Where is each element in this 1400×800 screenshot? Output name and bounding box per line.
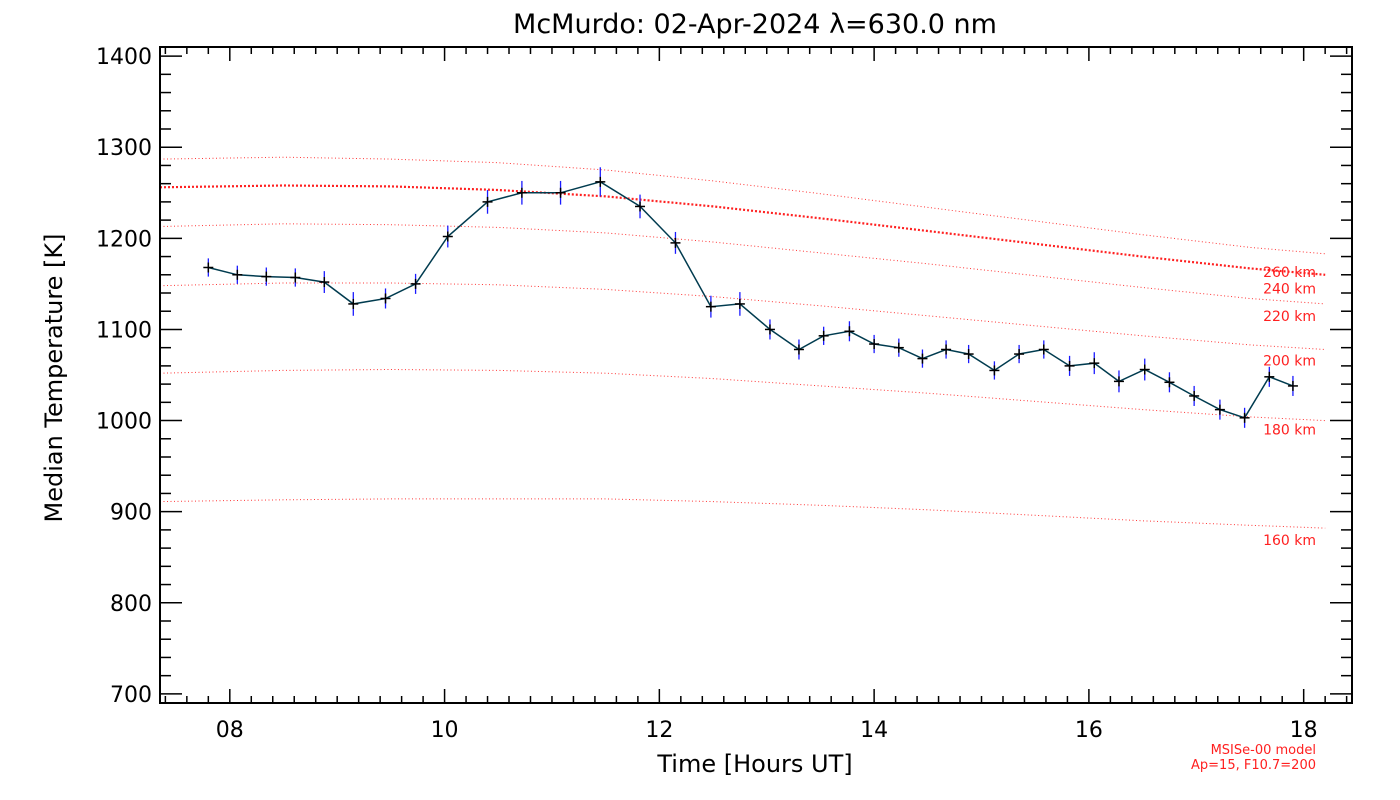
data-point — [1139, 364, 1150, 375]
x-tick-label: 08 — [216, 718, 244, 743]
data-point — [595, 176, 606, 187]
y-tick-label: 1100 — [96, 318, 152, 343]
data-point — [941, 344, 952, 355]
data-point — [705, 301, 716, 312]
y-tick-label: 1400 — [96, 45, 152, 70]
y-tick-label: 800 — [110, 592, 152, 617]
model-label-180km: 180 km — [1263, 423, 1316, 439]
x-tick-label: 18 — [1290, 718, 1318, 743]
data-point — [555, 187, 566, 198]
y-tick-label: 1000 — [96, 410, 152, 435]
data-point — [1239, 412, 1250, 423]
model-lines — [159, 156, 1326, 529]
data-point — [410, 278, 421, 289]
model-label-200km: 200 km — [1263, 353, 1316, 369]
data-point — [1189, 390, 1200, 401]
model-note-line-2: Ap=15, F10.7=200 — [1191, 758, 1316, 773]
model-line-180km — [159, 368, 1326, 422]
data-point — [1214, 404, 1225, 415]
data-point — [1164, 377, 1175, 388]
data-point — [764, 324, 775, 335]
model-line-260km — [159, 156, 1326, 255]
x-tick-label: 16 — [1075, 718, 1103, 743]
data-point — [380, 293, 391, 304]
y-tick-label: 900 — [110, 501, 152, 526]
y-tick-label: 1200 — [96, 227, 152, 252]
model-label-240km: 240 km — [1263, 281, 1316, 297]
model-label-160km: 160 km — [1263, 533, 1316, 549]
data-point — [319, 277, 330, 288]
data-point — [989, 365, 1000, 376]
axes: 08 10 12 14 16 18 700 800 900 1000 1100 1200 1300 140… — [96, 45, 1353, 743]
data-point — [232, 269, 243, 280]
data-point — [893, 342, 904, 353]
chart-title: McMurdo: 02-Apr-2024 λ=630.0 nm — [513, 9, 997, 40]
model-label-220km: 220 km — [1263, 309, 1316, 325]
data-point — [917, 353, 928, 364]
data-point — [516, 187, 527, 198]
data-point — [635, 201, 646, 212]
x-tick-label: 10 — [431, 718, 459, 743]
data-point — [1089, 358, 1100, 369]
data-point — [261, 271, 272, 282]
model-note-line-1: MSISe-00 model — [1211, 743, 1316, 758]
data-point — [1038, 344, 1049, 355]
y-tick-label: 1300 — [96, 136, 152, 161]
y-axis-label: Median Temperature [K] — [40, 233, 68, 522]
data-series — [203, 167, 1298, 428]
data-point — [348, 298, 359, 309]
data-point — [734, 298, 745, 309]
data-point — [793, 344, 804, 355]
data-point — [203, 262, 214, 273]
x-tick-label: 12 — [645, 718, 673, 743]
data-point — [290, 272, 301, 283]
model-line-160km — [159, 498, 1326, 529]
x-tick-label: 14 — [860, 718, 888, 743]
data-point — [963, 349, 974, 360]
y-tick-label: 700 — [110, 683, 152, 708]
model-line-200km — [159, 282, 1326, 350]
data-point — [1064, 360, 1075, 371]
data-point — [869, 339, 880, 350]
series-line — [208, 180, 1294, 419]
model-label-260km: 260 km — [1263, 265, 1316, 281]
x-axis-label: Time [Hours UT] — [656, 750, 852, 778]
data-point — [844, 326, 855, 337]
data-point — [1264, 371, 1275, 382]
data-point — [1287, 380, 1298, 391]
data-point — [442, 231, 453, 242]
data-point — [1014, 349, 1025, 360]
data-point — [670, 237, 681, 248]
model-line-240km — [159, 184, 1326, 276]
data-point — [1113, 376, 1124, 387]
data-point — [482, 196, 493, 207]
data-point — [818, 330, 829, 341]
plot-frame — [159, 46, 1353, 704]
